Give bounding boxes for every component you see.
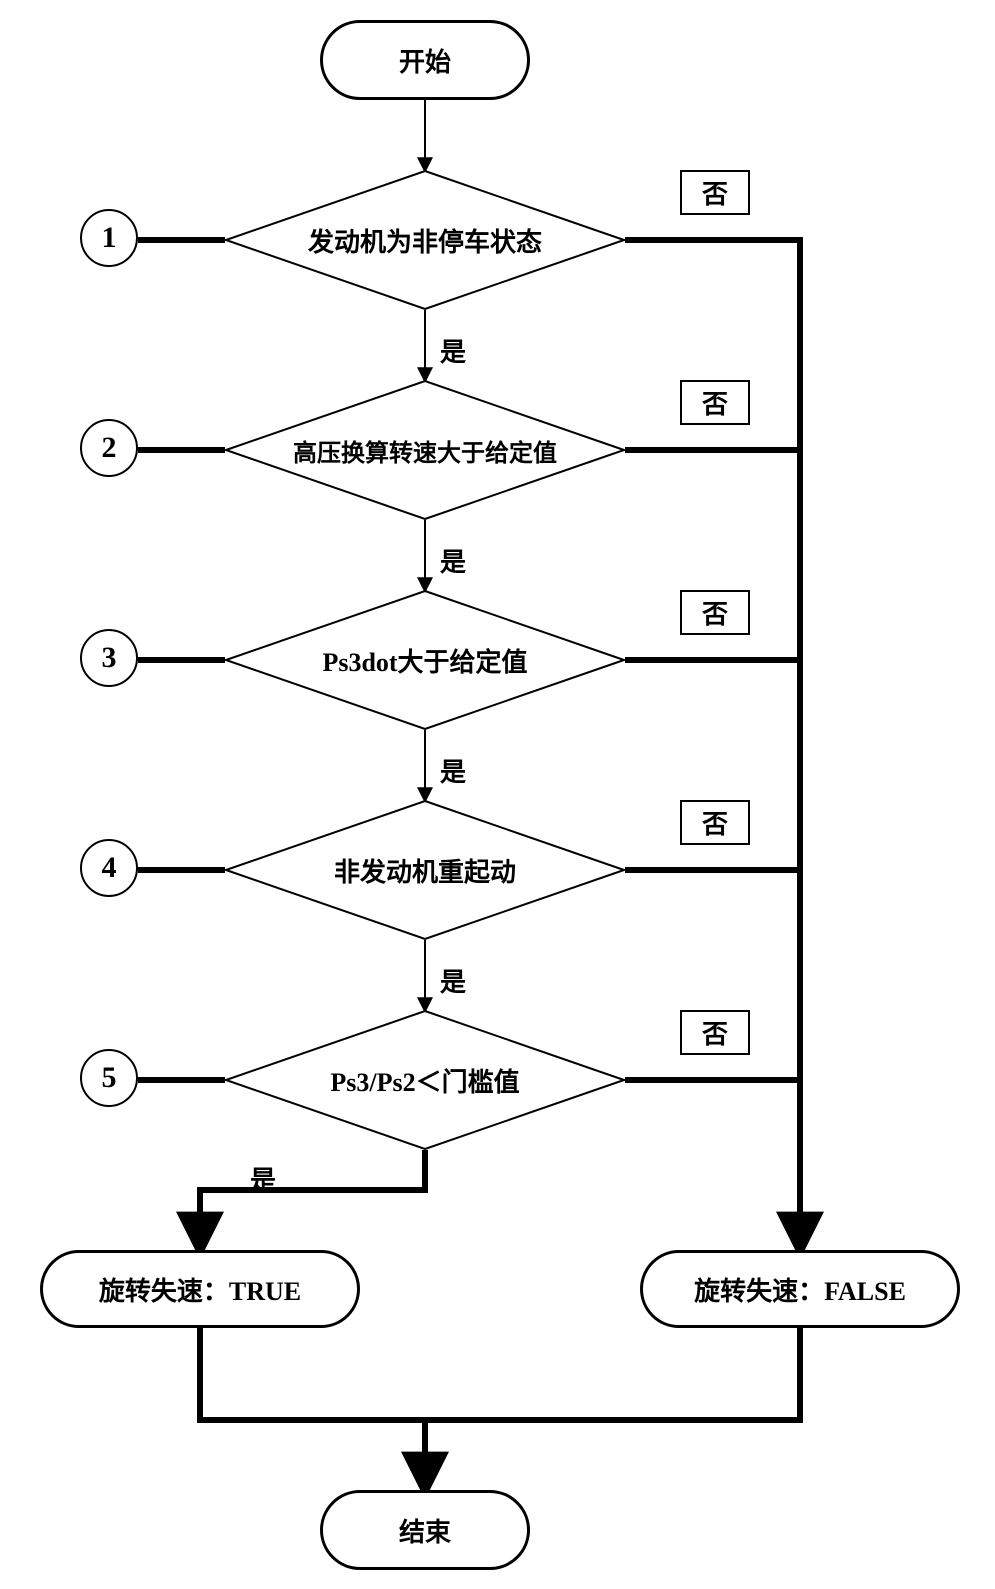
decision-4-label: 非发动机重起动 <box>284 852 566 889</box>
decision-1: 发动机为非停车状态 <box>225 170 625 310</box>
yes-label-2: 是 <box>440 542 466 579</box>
no-label-4: 否 <box>680 800 750 845</box>
result-true-node: 旋转失速：TRUE <box>40 1250 360 1328</box>
no-label-1: 否 <box>680 170 750 215</box>
start-node: 开始 <box>320 20 530 100</box>
no-label-3: 否 <box>680 590 750 635</box>
circle-mark-4: 4 <box>80 839 138 897</box>
result-false-node: 旋转失速：FALSE <box>640 1250 960 1328</box>
result-false-label: 旋转失速：FALSE <box>694 1271 906 1308</box>
decision-2-label: 高压换算转速大于给定值 <box>243 433 607 468</box>
yes-label-5: 是 <box>250 1160 276 1197</box>
decision-1-label: 发动机为非停车状态 <box>258 222 592 259</box>
start-label: 开始 <box>399 42 451 79</box>
circle-mark-2: 2 <box>80 419 138 477</box>
decision-5: Ps3/Ps2＜门槛值 <box>225 1010 625 1150</box>
decision-3: Ps3dot大于给定值 <box>225 590 625 730</box>
yes-label-1: 是 <box>440 332 466 369</box>
no-label-2: 否 <box>680 380 750 425</box>
no-label-5: 否 <box>680 1010 750 1055</box>
circle-mark-1-label: 1 <box>102 221 117 255</box>
circle-mark-5: 5 <box>80 1049 138 1107</box>
yes-label-3: 是 <box>440 752 466 789</box>
circle-mark-1: 1 <box>80 209 138 267</box>
circle-mark-4-label: 4 <box>102 851 117 885</box>
decision-2: 高压换算转速大于给定值 <box>225 380 625 520</box>
circle-mark-2-label: 2 <box>102 431 117 465</box>
decision-5-label: Ps3/Ps2＜门槛值 <box>280 1062 569 1099</box>
decision-4: 非发动机重起动 <box>225 800 625 940</box>
circle-mark-3: 3 <box>80 629 138 687</box>
yes-label-4: 是 <box>440 962 466 999</box>
circle-mark-3-label: 3 <box>102 641 117 675</box>
circle-mark-5-label: 5 <box>102 1061 117 1095</box>
end-node: 结束 <box>320 1490 530 1570</box>
result-true-label: 旋转失速：TRUE <box>99 1271 301 1308</box>
end-label: 结束 <box>399 1512 451 1549</box>
flowchart-container: 开始 发动机为非停车状态 高压换算转速大于给定值 Ps3dot大于给定值 非发动… <box>0 0 995 1589</box>
decision-3-label: Ps3dot大于给定值 <box>272 642 577 679</box>
